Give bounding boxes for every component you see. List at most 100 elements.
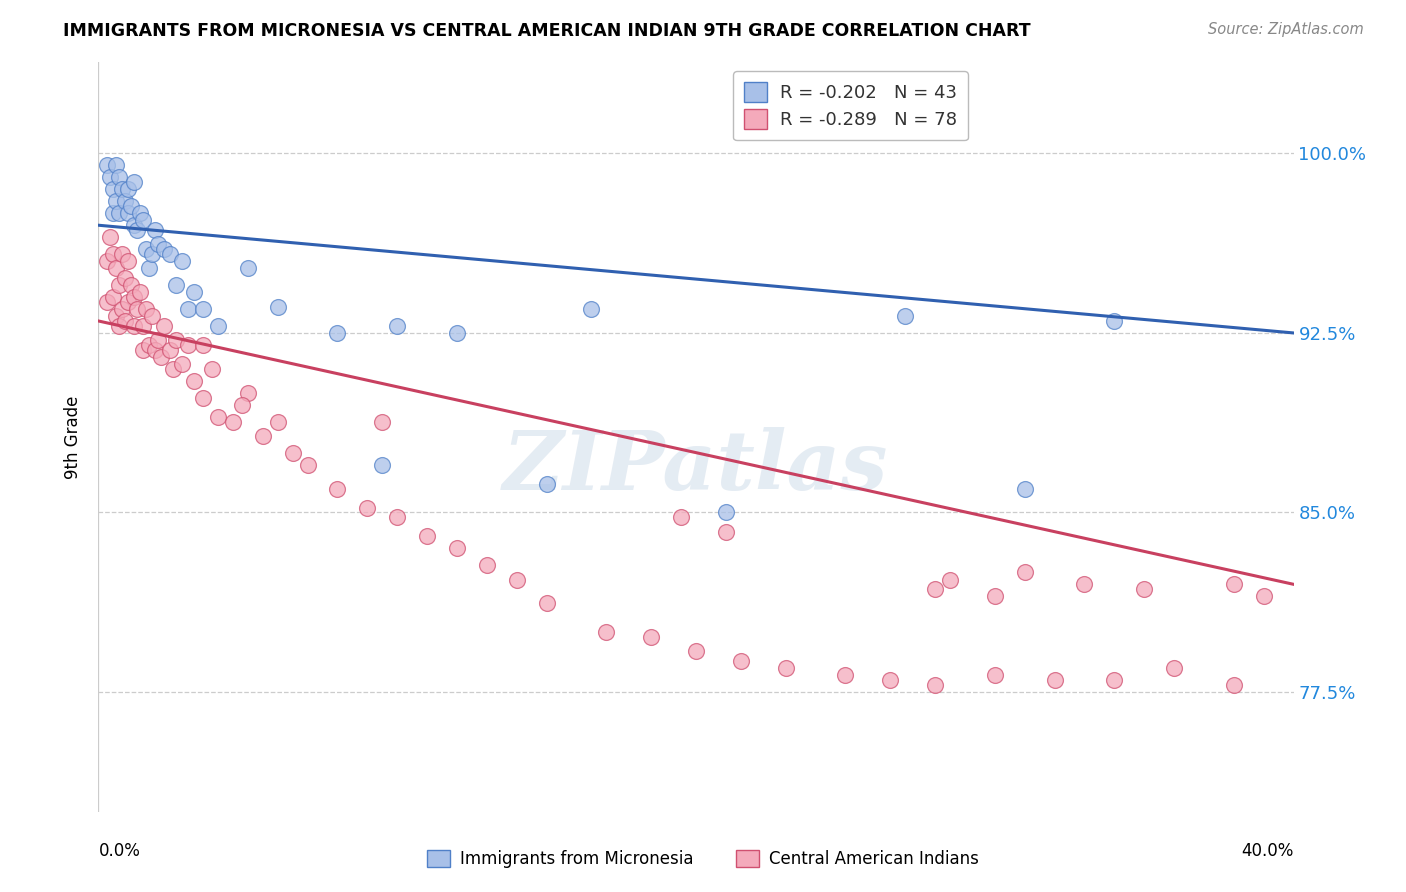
Point [714,524,737,539]
Point [207,318,229,333]
Point [141,309,163,323]
Point [252,429,274,443]
Point [132,318,155,333]
Point [506,573,529,587]
Point [1163,661,1185,675]
Point [108,278,131,293]
Point [127,223,149,237]
Point [108,170,131,185]
Point [162,362,184,376]
Point [105,158,128,172]
Point [148,333,170,347]
Point [117,254,139,268]
Point [98,230,122,244]
Point [129,285,152,300]
Point [222,415,245,429]
Text: 0.0%: 0.0% [98,842,141,860]
Text: Source: ZipAtlas.com: Source: ZipAtlas.com [1208,22,1364,37]
Point [371,415,394,429]
Point [143,223,166,237]
Point [132,213,155,227]
Point [177,338,200,352]
Point [105,194,128,209]
Point [1133,582,1156,596]
Point [159,343,181,357]
Point [108,206,131,220]
Point [135,242,157,256]
Point [117,182,139,196]
Point [385,318,409,333]
Text: IMMIGRANTS FROM MICRONESIA VS CENTRAL AMERICAN INDIAN 9TH GRADE CORRELATION CHAR: IMMIGRANTS FROM MICRONESIA VS CENTRAL AM… [63,22,1031,40]
Point [446,326,468,340]
Point [96,254,118,268]
Point [1104,314,1126,328]
Point [984,668,1007,682]
Point [191,391,214,405]
Point [231,398,253,412]
Point [165,278,187,293]
Point [879,673,901,687]
Point [281,445,304,459]
Point [120,278,142,293]
Legend: R = -0.202   N = 43, R = -0.289   N = 78: R = -0.202 N = 43, R = -0.289 N = 78 [733,71,967,140]
Point [640,630,662,644]
Point [714,506,737,520]
Point [135,301,157,316]
Point [536,597,558,611]
Point [124,318,146,333]
Point [103,206,125,220]
Point [581,301,603,316]
Point [138,338,160,352]
Point [114,314,136,328]
Point [183,285,205,300]
Point [924,678,946,692]
Point [1073,577,1095,591]
Point [236,261,259,276]
Point [207,409,229,424]
Point [1223,678,1246,692]
Point [111,182,134,196]
Point [153,242,176,256]
Point [201,362,224,376]
Point [172,357,194,371]
Point [143,343,166,357]
Point [297,458,319,472]
Point [1014,566,1036,580]
Point [385,510,409,524]
Point [939,573,962,587]
Point [177,301,200,316]
Point [267,415,290,429]
Point [148,237,170,252]
Point [96,158,118,172]
Point [834,668,856,682]
Point [326,482,349,496]
Point [191,338,214,352]
Point [730,654,752,668]
Point [124,175,146,189]
Point [105,309,128,323]
Point [356,500,378,515]
Point [153,318,176,333]
Point [120,199,142,213]
Point [141,247,163,261]
Point [103,182,125,196]
Point [775,661,797,675]
Point [475,558,498,573]
Text: ZIPatlas: ZIPatlas [503,427,889,507]
Point [138,261,160,276]
Point [105,261,128,276]
Y-axis label: 9th Grade: 9th Grade [65,395,83,479]
Point [183,374,205,388]
Point [894,309,917,323]
Point [124,290,146,304]
Point [117,294,139,309]
Point [1223,577,1246,591]
Point [1043,673,1066,687]
Point [595,625,617,640]
Point [669,510,692,524]
Point [1014,482,1036,496]
Point [98,170,122,185]
Point [132,343,155,357]
Point [129,206,152,220]
Point [924,582,946,596]
